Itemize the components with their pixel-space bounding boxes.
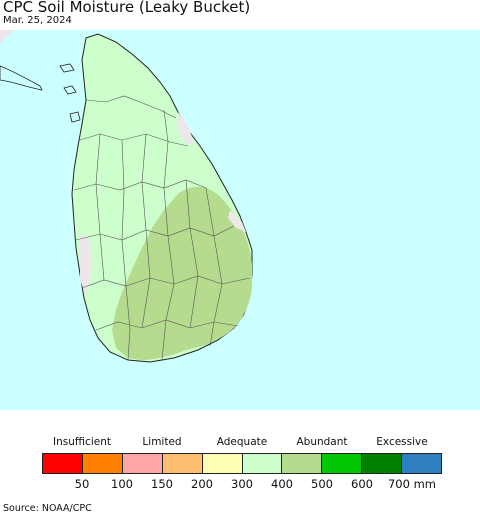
dry-pocket-west <box>80 234 92 296</box>
abundant-moisture-region <box>112 186 252 360</box>
legend-category-label: Insufficient <box>53 436 111 448</box>
date-label: Mar. 25, 2024 <box>3 15 72 26</box>
legend-swatch <box>362 454 403 473</box>
source-label: Source: NOAA/CPC <box>3 503 92 514</box>
legend-tick-label: 200 <box>191 477 213 491</box>
legend-category-label: Excessive <box>376 436 428 448</box>
dry-pocket-east <box>178 112 194 146</box>
dry-pocket-east-2 <box>228 210 246 232</box>
legend-tick-label: 500 <box>311 477 333 491</box>
legend-tick-label: 700 mm <box>387 477 437 491</box>
legend-swatch <box>162 454 203 473</box>
legend-swatch <box>242 454 283 473</box>
page-title: CPC Soil Moisture (Leaky Bucket) <box>3 0 251 16</box>
jaffna-islet-1 <box>59 63 75 73</box>
legend-tick-label: 300 <box>231 477 253 491</box>
legend-tick-label: 50 <box>74 477 90 491</box>
legend-tick-label: 400 <box>271 477 293 491</box>
legend-swatch <box>322 454 363 473</box>
district-borders <box>73 95 251 361</box>
legend-swatch <box>82 454 123 473</box>
india-landmass <box>0 30 14 44</box>
legend-swatch <box>43 454 83 473</box>
legend-swatch <box>282 454 323 473</box>
legend-tick-label: 100 <box>111 477 133 491</box>
jaffna-islet-2 <box>63 85 77 95</box>
sri-lanka-map <box>0 30 480 410</box>
legend-category-label: Abundant <box>296 436 348 448</box>
legend-color-bar <box>42 453 442 474</box>
map-panel <box>0 30 480 410</box>
legend-category-label: Adequate <box>216 436 268 448</box>
legend-tick-label: 600 <box>351 477 373 491</box>
legend-swatch <box>202 454 243 473</box>
legend-tick-label: 150 <box>151 477 173 491</box>
legend-swatch <box>402 454 442 473</box>
mannar-islet <box>69 111 81 123</box>
legend-swatch <box>122 454 163 473</box>
india-coast-fragment <box>0 65 43 91</box>
legend-category-label: Limited <box>142 436 182 448</box>
